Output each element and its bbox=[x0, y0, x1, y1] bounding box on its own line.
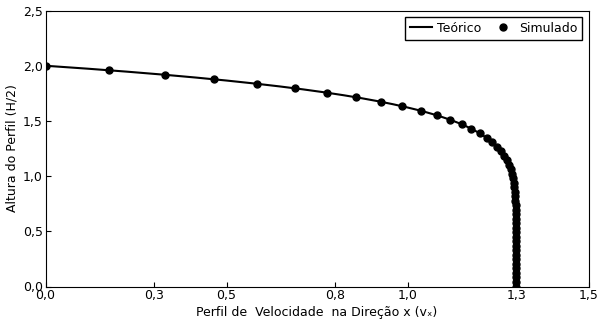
Point bbox=[352, 95, 361, 100]
Point bbox=[511, 225, 521, 230]
Point bbox=[40, 63, 50, 68]
Point bbox=[511, 221, 521, 226]
Point bbox=[500, 153, 509, 159]
Point bbox=[432, 113, 442, 118]
Point bbox=[457, 122, 466, 127]
X-axis label: Perfil de  Velocidade  na Direção x (vₓ): Perfil de Velocidade na Direção x (vₓ) bbox=[196, 306, 438, 319]
Y-axis label: Altura do Perfil (H/2): Altura do Perfil (H/2) bbox=[5, 84, 19, 213]
Point bbox=[511, 203, 521, 208]
Point bbox=[496, 149, 506, 154]
Point bbox=[511, 248, 521, 253]
Point bbox=[507, 171, 516, 176]
Point bbox=[511, 239, 521, 244]
Point bbox=[492, 144, 502, 150]
Point bbox=[511, 280, 521, 285]
Point bbox=[511, 275, 521, 280]
Point bbox=[508, 176, 518, 181]
Point bbox=[511, 284, 521, 289]
Point bbox=[511, 234, 521, 240]
Point bbox=[511, 266, 521, 271]
Point bbox=[487, 140, 497, 145]
Point bbox=[511, 207, 521, 213]
Point bbox=[252, 81, 262, 86]
Point bbox=[504, 162, 513, 167]
Point bbox=[502, 158, 512, 163]
Point bbox=[467, 126, 477, 131]
Point bbox=[510, 194, 520, 199]
Point bbox=[104, 68, 114, 73]
Point bbox=[511, 216, 521, 222]
Point bbox=[511, 261, 521, 266]
Point bbox=[511, 253, 521, 258]
Point bbox=[445, 117, 455, 123]
Point bbox=[511, 243, 521, 249]
Point bbox=[511, 230, 521, 235]
Point bbox=[510, 198, 520, 203]
Point bbox=[510, 189, 519, 194]
Point bbox=[475, 131, 484, 136]
Point bbox=[159, 72, 169, 77]
Point bbox=[209, 77, 219, 82]
Point bbox=[506, 167, 515, 172]
Legend: Teórico, Simulado: Teórico, Simulado bbox=[405, 17, 582, 40]
Point bbox=[509, 180, 519, 186]
Point bbox=[397, 104, 407, 109]
Point bbox=[510, 185, 519, 190]
Point bbox=[511, 270, 521, 276]
Point bbox=[376, 99, 386, 104]
Point bbox=[482, 135, 492, 140]
Point bbox=[511, 212, 521, 217]
Point bbox=[511, 257, 521, 262]
Point bbox=[416, 108, 426, 113]
Point bbox=[290, 86, 300, 91]
Point bbox=[323, 90, 332, 95]
